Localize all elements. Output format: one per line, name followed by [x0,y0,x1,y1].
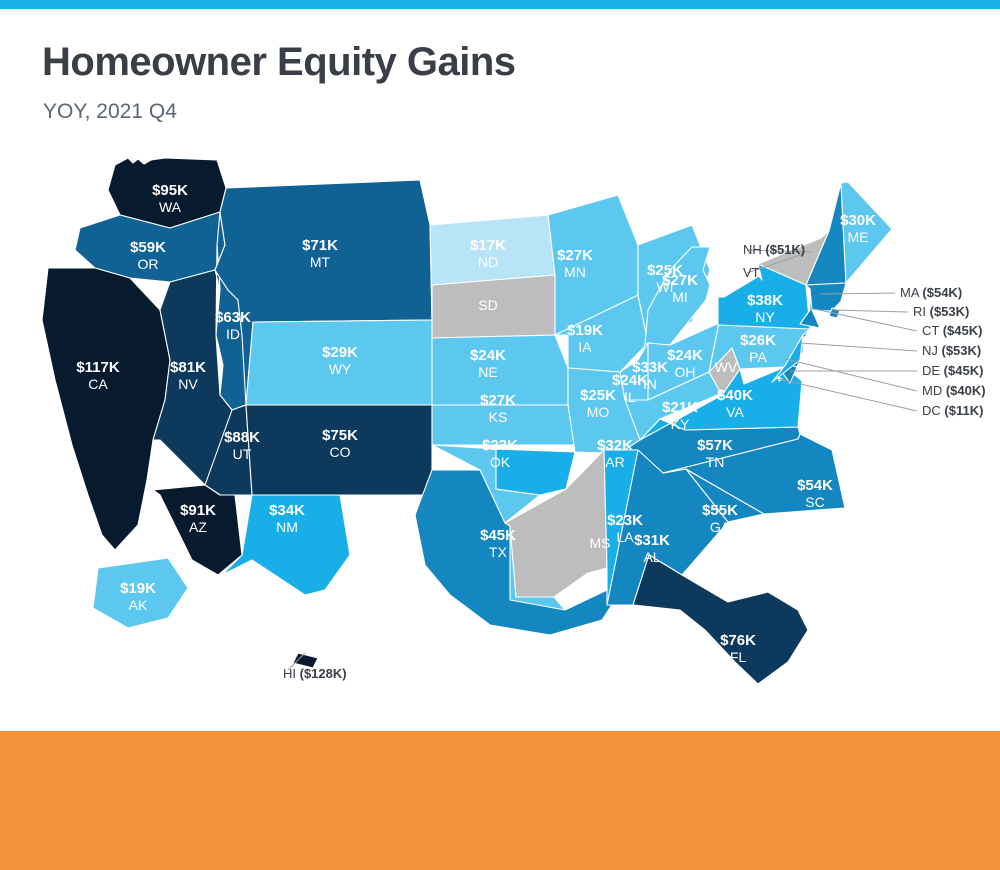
svg-text:CT ($45K): CT ($45K) [922,323,982,338]
svg-text:NH ($51K): NH ($51K) [743,242,805,257]
svg-text:VT: VT [743,265,760,280]
svg-text:RI ($53K): RI ($53K) [913,304,969,319]
svg-text:HI ($128K): HI ($128K) [283,666,347,681]
svg-text:MA ($54K): MA ($54K) [900,285,962,300]
svg-text:DC ($11K): DC ($11K) [922,403,983,418]
svg-text:DE ($45K): DE ($45K) [922,363,983,378]
svg-text:$59K: $59K [812,392,848,409]
svg-text:NC: NC [820,409,840,425]
svg-text:NJ ($53K): NJ ($53K) [922,343,981,358]
svg-text:MD ($40K): MD ($40K) [922,383,986,398]
